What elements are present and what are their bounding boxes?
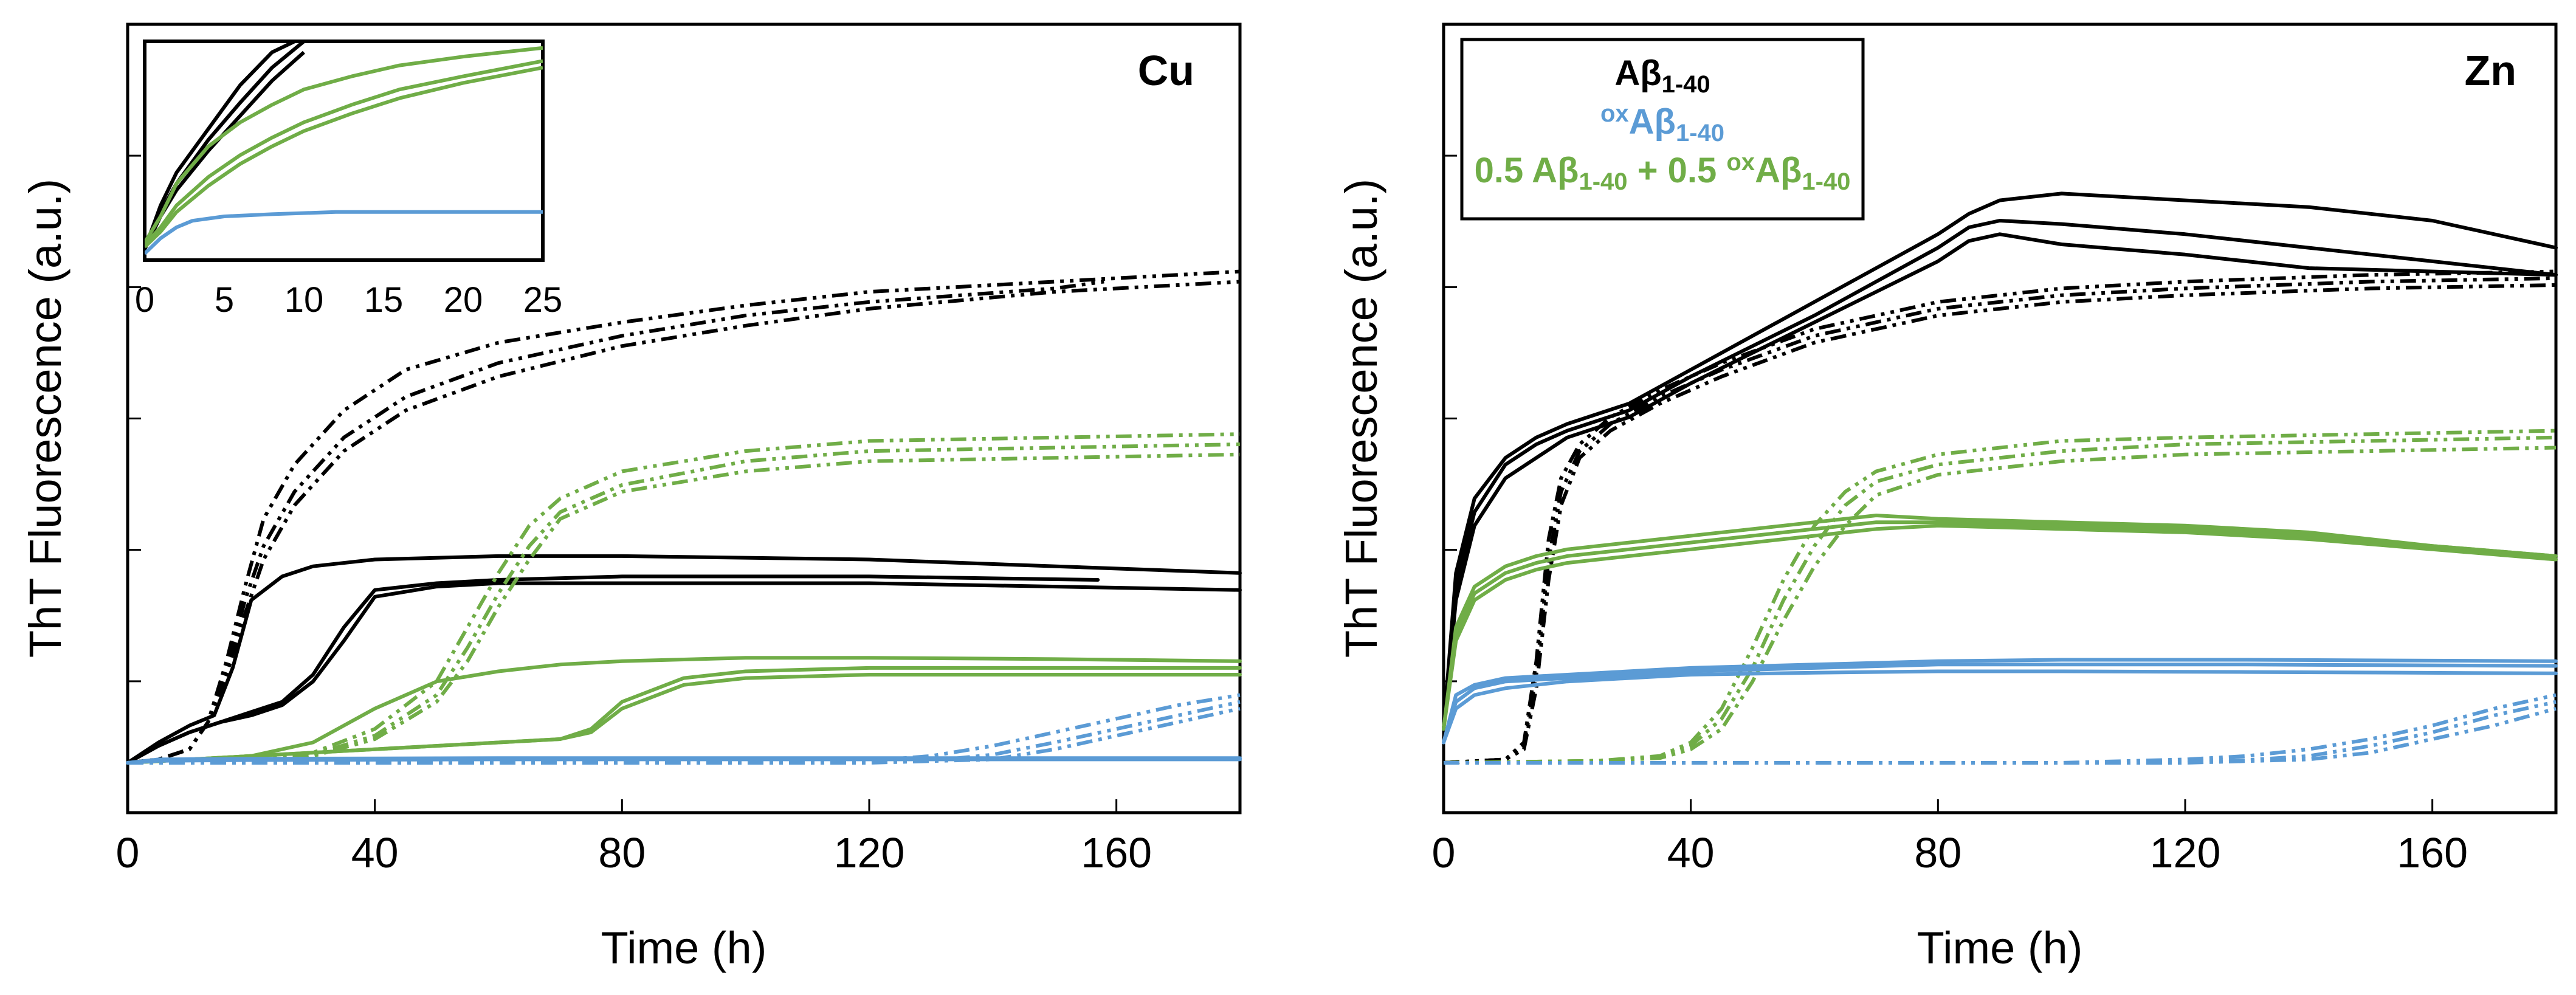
series-line-zn-6 xyxy=(1442,514,2558,731)
x-axis-label-cu: Time (h) xyxy=(601,923,767,973)
inset-series-line-6 xyxy=(145,210,543,255)
series-line-cu-4 xyxy=(127,280,1104,765)
y-ticks-zn xyxy=(1444,154,1457,683)
series-line-cu-14 xyxy=(126,757,1242,765)
chart-title-cu: Cu xyxy=(1138,47,1194,94)
x-tick-label: 0 xyxy=(1432,829,1456,876)
x-tick-label: 0 xyxy=(116,829,140,876)
x-tick-label: 40 xyxy=(351,829,399,876)
series-line-zn-2 xyxy=(1442,232,2558,731)
inset-series-line-5 xyxy=(145,66,543,249)
inset-series-line-3 xyxy=(145,46,543,244)
inset-cu: 0 5 10 15 20 25 xyxy=(135,40,562,320)
y-axis-label-cu: ThT Fluorescence (a.u.) xyxy=(20,179,71,658)
x-tick-label: 120 xyxy=(2150,829,2221,876)
inset-x-tick-label: 0 xyxy=(135,280,154,320)
x-tick-label: 80 xyxy=(598,829,646,876)
series-line-zn-16 xyxy=(1444,700,2557,765)
chart-cu: 0 40 80 120 160 Cu Time (h) ThT Fluorescence… xyxy=(20,22,1242,973)
series-line-zn-12 xyxy=(1442,658,2558,745)
x-tick-label: 40 xyxy=(1667,829,1715,876)
x-tick-label: 80 xyxy=(1914,829,1961,876)
inset-x-tick-label: 5 xyxy=(215,280,234,320)
inset-x-ticks: 0 5 10 15 20 25 xyxy=(135,280,562,320)
x-ticks-zn: 0 40 80 120 160 xyxy=(1432,799,2468,876)
inset-x-tick-label: 20 xyxy=(444,280,483,320)
series-line-zn-4 xyxy=(1443,276,2557,765)
series-line-zn-8 xyxy=(1442,523,2558,731)
series-line-cu-0 xyxy=(126,554,1242,765)
inset-series-line-1 xyxy=(145,41,305,250)
series-line-cu-9 xyxy=(127,432,1241,765)
x-tick-label: 120 xyxy=(834,829,905,876)
series-line-cu-8 xyxy=(126,673,1242,765)
series-line-cu-6 xyxy=(126,656,1242,765)
legend-zn: Aβ1-40 oxAβ1-40 0.5 Aβ1-40 + 0.5 oxAβ1-4… xyxy=(1460,38,1865,221)
y-axis-label-zn: ThT Fluorescence (a.u.) xyxy=(1336,179,1386,658)
inset-series-group xyxy=(145,41,543,255)
x-tick-label: 160 xyxy=(2397,829,2468,876)
x-axis-label-zn: Time (h) xyxy=(1917,923,2083,973)
series-line-cu-11 xyxy=(127,452,1241,765)
series-line-zn-15 xyxy=(1444,693,2557,765)
series-line-zn-0 xyxy=(1442,191,2558,731)
chart-zn: 0 40 80 120 160 Zn Time (h) ThT Fluorescence… xyxy=(1336,22,2558,973)
y-ticks-cu xyxy=(128,154,141,683)
series-group-cu xyxy=(126,269,1242,765)
legend-entry-ox-abeta: oxAβ1-40 xyxy=(1600,100,1724,146)
series-line-zn-13 xyxy=(1442,663,2558,745)
series-line-zn-10 xyxy=(1443,435,2557,765)
inset-series-line-4 xyxy=(145,59,543,246)
series-line-cu-2 xyxy=(126,581,1242,765)
inset-x-tick-label: 25 xyxy=(523,280,563,320)
series-line-zn-9 xyxy=(1443,429,2557,765)
inset-x-tick-label: 10 xyxy=(284,280,324,320)
legend-frame xyxy=(1460,38,1865,221)
series-line-zn-14 xyxy=(1442,669,2558,745)
series-line-zn-1 xyxy=(1442,219,2558,731)
series-group-zn xyxy=(1442,191,2558,765)
series-line-zn-5 xyxy=(1443,283,2557,765)
series-line-cu-3 xyxy=(127,269,1241,765)
legend-entry-mix: 0.5 Aβ1-40 + 0.5 oxAβ1-40 xyxy=(1475,149,1851,195)
x-tick-label: 160 xyxy=(1081,829,1152,876)
series-line-cu-16 xyxy=(128,700,1241,765)
series-line-zn-7 xyxy=(1442,520,2558,731)
inset-series-line-0 xyxy=(145,41,299,250)
series-line-zn-11 xyxy=(1443,446,2557,765)
chart-title-zn: Zn xyxy=(2464,47,2516,94)
series-line-cu-15 xyxy=(128,693,1241,765)
inset-x-tick-label: 15 xyxy=(364,280,404,320)
series-line-cu-5 xyxy=(127,280,1241,765)
x-ticks-cu: 0 40 80 120 160 xyxy=(116,799,1152,876)
